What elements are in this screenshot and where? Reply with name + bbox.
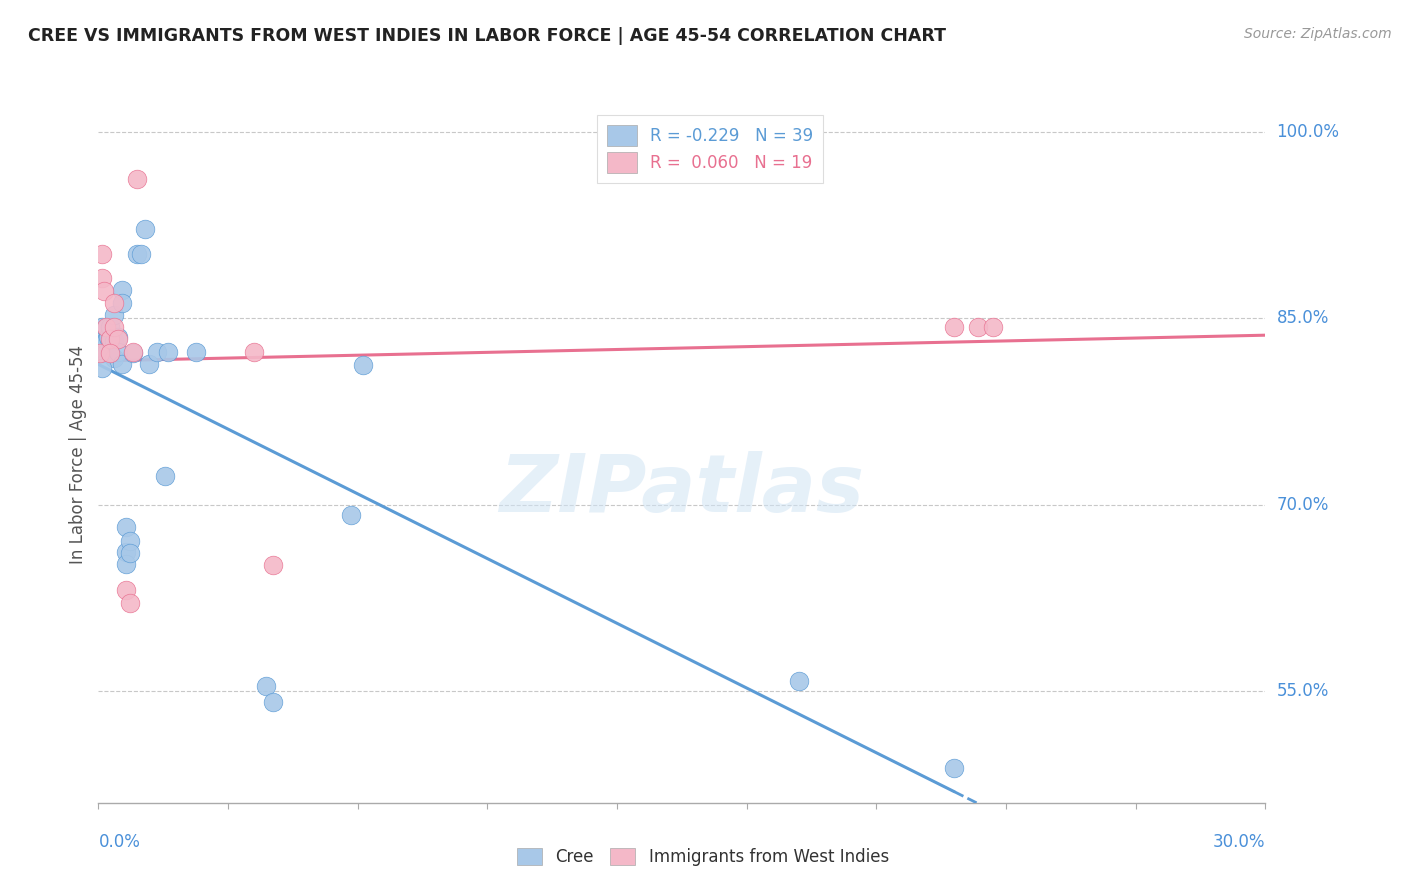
Point [96,334,118,348]
Point [262,695,284,709]
Point [98,320,121,334]
Point [134,222,156,236]
Point [98,346,121,360]
Text: 55.0%: 55.0% [1277,682,1329,700]
Point [96,321,118,335]
Point [111,283,134,297]
Point [127,246,149,260]
Point [98,334,121,348]
Point [122,346,145,360]
Text: ZIPatlas: ZIPatlas [499,450,865,529]
Point [943,320,966,334]
Point [254,679,277,693]
Point [107,330,129,344]
Point [103,320,125,334]
Point [966,320,988,334]
Point [96,346,118,360]
Text: 85.0%: 85.0% [1277,310,1329,327]
Point [118,546,141,560]
Point [114,520,136,534]
Point [89,346,111,360]
Point [114,558,136,572]
Point [111,357,134,371]
Point [943,761,966,775]
Point [184,344,207,359]
Text: Source: ZipAtlas.com: Source: ZipAtlas.com [1244,27,1392,41]
Point [127,172,149,186]
Point [787,674,810,689]
Legend: R = -0.229   N = 39, R =  0.060   N = 19: R = -0.229 N = 39, R = 0.060 N = 19 [598,115,824,183]
Point [98,346,121,360]
Point [118,533,141,548]
Point [352,359,374,373]
Point [103,334,125,348]
Point [96,320,118,334]
Point [157,344,180,359]
Point [138,357,160,371]
Point [107,344,129,359]
Point [118,596,141,610]
Text: CREE VS IMMIGRANTS FROM WEST INDIES IN LABOR FORCE | AGE 45-54 CORRELATION CHART: CREE VS IMMIGRANTS FROM WEST INDIES IN L… [28,27,946,45]
Point [153,469,176,483]
Point [262,558,284,573]
Point [91,246,114,260]
Point [129,246,152,260]
Point [91,271,114,285]
Point [103,308,125,322]
Point [97,330,120,344]
Point [107,332,129,346]
Point [340,508,363,522]
Point [114,545,136,559]
Point [114,583,136,598]
Point [93,284,115,298]
Point [146,344,169,359]
Point [103,296,125,310]
Y-axis label: In Labor Force | Age 45-54: In Labor Force | Age 45-54 [69,345,87,565]
Legend: Cree, Immigrants from West Indies: Cree, Immigrants from West Indies [509,840,897,875]
Point [98,332,121,346]
Point [93,343,115,357]
Point [103,351,125,365]
Point [243,344,266,359]
Point [981,320,1004,334]
Text: 0.0%: 0.0% [98,833,141,851]
Point [89,334,111,348]
Text: 100.0%: 100.0% [1277,123,1340,141]
Point [122,344,145,359]
Text: 30.0%: 30.0% [1213,833,1265,851]
Point [111,296,134,310]
Point [91,320,114,334]
Point [91,361,114,376]
Text: 70.0%: 70.0% [1277,496,1329,514]
